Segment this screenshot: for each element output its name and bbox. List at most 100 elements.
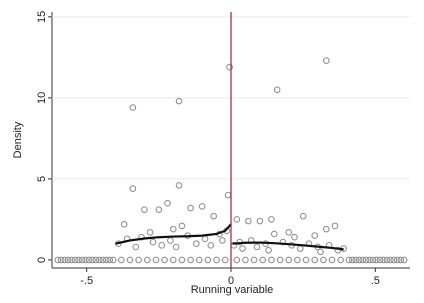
point <box>158 242 166 249</box>
point <box>268 256 275 264</box>
point <box>397 256 405 264</box>
point <box>276 256 284 264</box>
point <box>96 256 103 264</box>
point <box>106 256 114 264</box>
x-tick-label: .5 <box>371 275 380 287</box>
point <box>85 256 93 264</box>
point <box>348 256 356 264</box>
point <box>265 246 272 254</box>
y-tick-label: 5 <box>36 176 48 182</box>
point <box>78 256 86 264</box>
fit-line <box>232 241 344 251</box>
point <box>285 256 293 264</box>
point <box>268 216 275 223</box>
point <box>143 256 151 264</box>
point <box>213 256 220 264</box>
point <box>317 248 324 256</box>
point <box>146 229 154 236</box>
point <box>175 97 183 105</box>
point <box>239 245 246 252</box>
point <box>226 63 233 71</box>
point <box>328 256 336 264</box>
point <box>250 256 258 264</box>
y-tick-label: 10 <box>36 92 48 104</box>
point <box>99 256 107 264</box>
point <box>380 256 387 264</box>
point <box>311 232 319 239</box>
point <box>224 191 232 199</box>
point <box>187 204 194 212</box>
y-tick-label: 15 <box>36 11 48 23</box>
x-axis-title: Running variable <box>191 284 274 296</box>
point <box>299 212 307 220</box>
point <box>376 256 384 264</box>
point <box>198 203 206 210</box>
y-axis-title: Density <box>12 121 24 158</box>
point <box>311 256 319 264</box>
point <box>383 256 391 264</box>
point <box>175 182 183 189</box>
point <box>233 216 241 223</box>
point <box>135 256 142 264</box>
point <box>201 235 209 243</box>
x-tick-label: 0 <box>228 275 234 287</box>
point <box>387 256 394 264</box>
point <box>322 225 330 233</box>
point <box>117 256 125 264</box>
point <box>161 256 168 264</box>
point <box>359 256 366 264</box>
point <box>92 256 100 264</box>
point <box>172 243 180 251</box>
point <box>366 256 373 264</box>
point <box>195 256 203 264</box>
point <box>149 238 157 246</box>
point <box>285 229 293 236</box>
point <box>210 212 217 220</box>
point <box>129 104 137 111</box>
point <box>89 256 96 264</box>
point <box>178 256 186 264</box>
point <box>320 256 327 264</box>
point <box>334 246 342 254</box>
point <box>400 256 408 264</box>
point <box>355 256 363 264</box>
point <box>207 242 215 249</box>
point <box>129 185 137 192</box>
point <box>155 206 163 213</box>
point <box>178 222 186 230</box>
point <box>109 256 117 264</box>
point <box>352 256 360 264</box>
fit-line <box>115 223 232 245</box>
point <box>373 256 380 264</box>
point <box>337 256 345 264</box>
point <box>362 256 370 264</box>
x-tick-label: -.5 <box>80 275 93 287</box>
point <box>193 240 200 247</box>
point <box>169 225 177 233</box>
point <box>291 233 298 241</box>
point <box>126 256 134 264</box>
point <box>54 256 62 264</box>
point <box>296 245 304 252</box>
point <box>219 237 226 244</box>
point <box>187 256 194 264</box>
point <box>102 256 110 264</box>
point <box>169 256 177 264</box>
point <box>71 256 79 264</box>
point <box>273 86 281 94</box>
point <box>204 256 212 264</box>
point <box>132 243 140 251</box>
point <box>369 256 377 264</box>
point <box>259 256 267 264</box>
point <box>242 256 249 264</box>
point <box>164 199 171 207</box>
point <box>390 256 398 264</box>
point <box>302 256 310 264</box>
point <box>138 233 145 241</box>
point <box>64 256 72 264</box>
point <box>152 256 160 264</box>
point <box>393 256 401 264</box>
point <box>82 256 89 264</box>
point <box>221 256 229 264</box>
